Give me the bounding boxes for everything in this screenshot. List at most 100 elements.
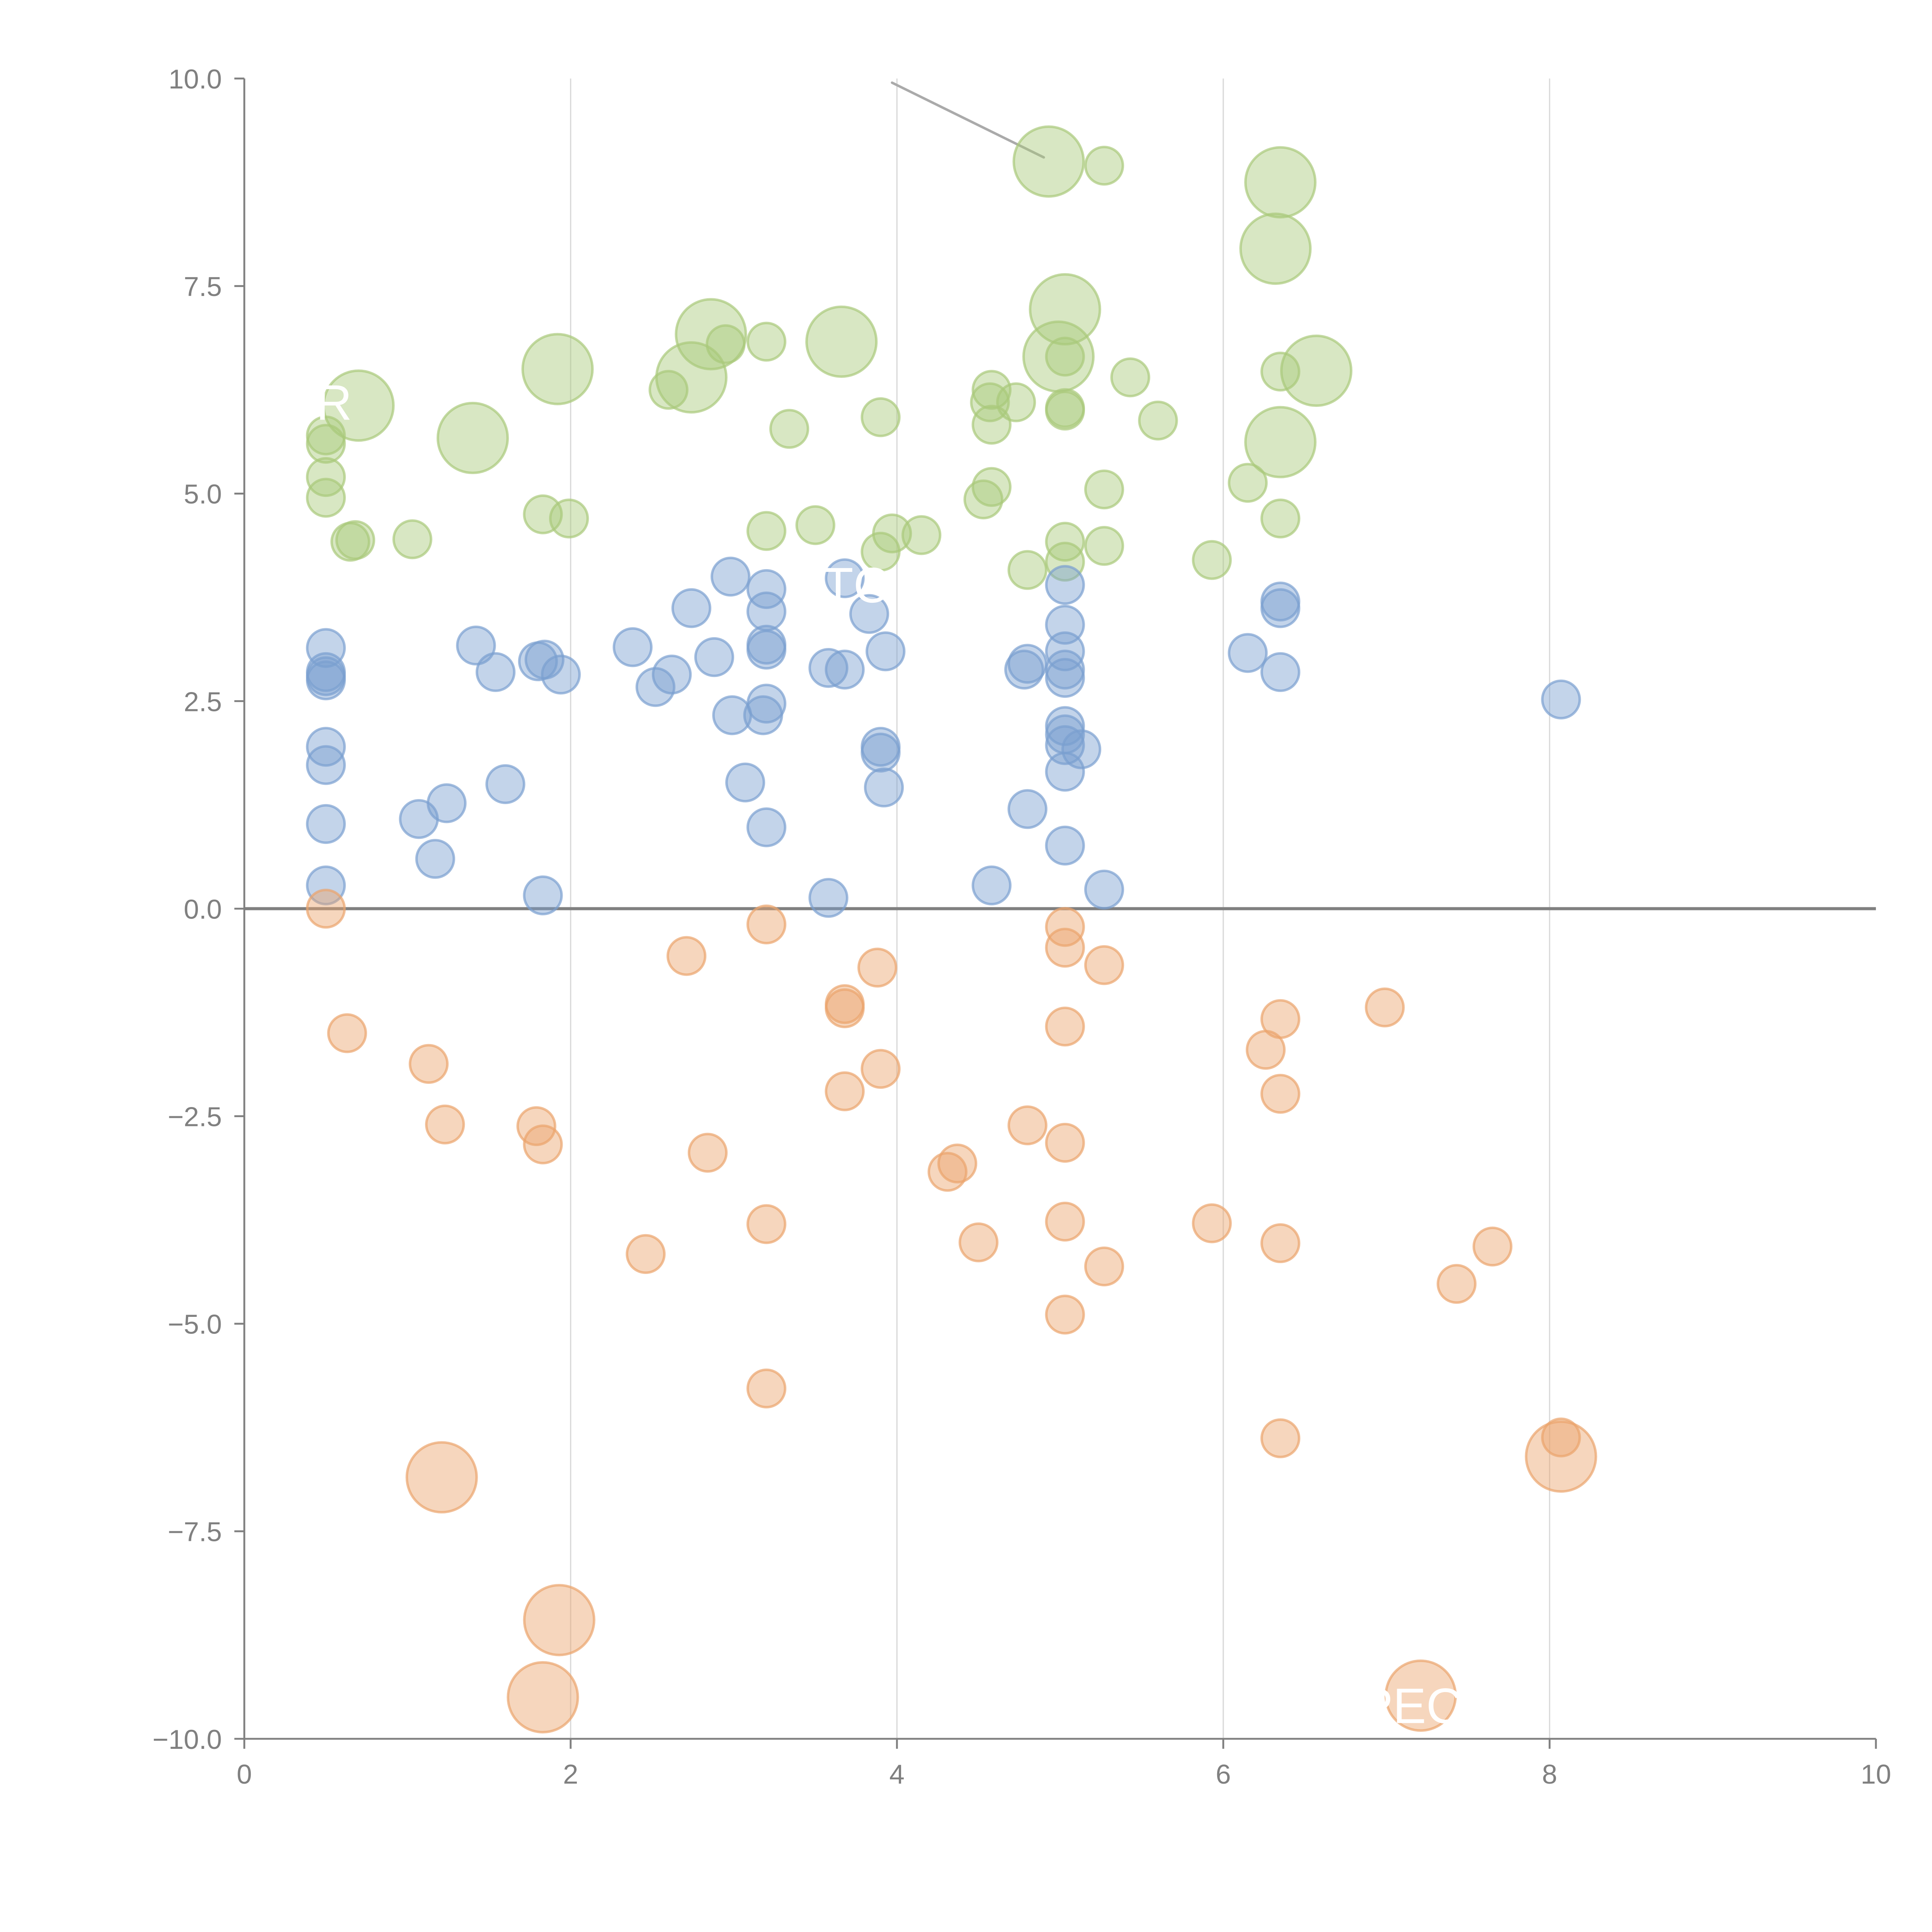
data-point [1012,125,1085,198]
data-point [306,660,346,701]
series-blue [306,556,1581,918]
data-point [541,655,581,695]
data-point [306,745,346,785]
data-point [746,591,787,632]
x-tick-label: 10 [1861,1759,1891,1790]
data-point [1260,588,1301,628]
data-point [1045,907,1085,947]
data-point [327,1013,367,1053]
data-point [425,1104,465,1145]
x-tick-label: 6 [1216,1759,1231,1790]
data-point [746,321,787,362]
data-point [306,628,346,668]
data-point [1260,351,1301,392]
data-point [306,457,346,497]
data-point [864,767,904,808]
data-point [1084,526,1124,566]
data-point [1244,406,1317,478]
data-point [651,655,692,695]
annotation-label: TC [823,558,889,613]
data-point [901,515,942,555]
data-point [971,865,1012,906]
data-point [795,505,835,545]
series-green [306,125,1353,590]
data-point [746,1204,787,1244]
x-tick-label: 8 [1542,1759,1557,1790]
data-point [805,305,878,378]
data-point [671,588,711,628]
data-point [521,333,594,405]
data-point [825,988,865,1029]
data-point [1084,1246,1124,1287]
data-point [1004,650,1044,690]
data-point [746,904,787,945]
data-point [523,1124,563,1165]
data-point [1045,1294,1085,1335]
data-point [687,1133,728,1173]
y-tick-label: 10.0 [168,64,222,95]
data-point [866,631,906,672]
data-point [971,405,1012,445]
data-point [861,1049,901,1089]
data-point [712,695,752,735]
data-point [1384,1659,1457,1732]
data-point [1045,825,1085,866]
y-tick-label: 0.0 [184,894,222,925]
data-point [1365,987,1405,1027]
data-point [746,511,787,551]
data-point [1541,1417,1581,1458]
data-point [958,1222,999,1262]
data-point [1045,752,1085,792]
annotation-label: PEC [1360,1678,1462,1734]
data-point [306,804,346,844]
data-point [1084,146,1124,186]
data-point [1045,1201,1085,1242]
y-tick-label: −7.5 [168,1517,222,1548]
y-tick-label: −5.0 [168,1310,222,1340]
data-point [1045,1122,1085,1163]
data-point [710,556,751,597]
data-point [1437,1264,1477,1304]
data-point [306,423,346,464]
data-point [1472,1226,1513,1267]
data-point [626,1234,666,1274]
data-point [1045,565,1085,605]
data-point [861,397,901,437]
data-point [306,865,346,906]
data-point [1007,789,1048,829]
data-point [1260,1223,1301,1264]
data-point [1007,1105,1048,1145]
data-point [1045,1007,1085,1047]
data-point [1045,337,1085,377]
annotations: R TC PEC [316,375,1462,1734]
x-tick-label: 2 [563,1759,578,1790]
data-point [635,667,675,707]
data-point [1260,498,1301,539]
y-tick-label: −2.5 [168,1102,222,1133]
data-point [408,1044,449,1084]
series-orange [306,889,1597,1734]
data-point [1084,869,1124,910]
data-point [335,520,376,560]
data-point [725,762,765,803]
data-point [1192,540,1232,580]
data-point [456,625,496,666]
y-axis-ticks: 10.0 7.5 5.0 2.5 0.0 −2.5 −5.0 −7.5 −10.0 [153,64,245,1755]
x-axis-ticks: 0 2 4 6 8 10 [237,1739,1891,1790]
data-point [1061,729,1102,769]
y-tick-label: 5.0 [184,479,222,510]
data-point [648,370,689,410]
data-point [306,478,346,518]
data-point [1245,1030,1286,1070]
data-point [996,382,1036,422]
data-point [1244,146,1317,219]
y-tick-label: 7.5 [184,272,222,302]
data-point [415,839,455,879]
data-point [694,637,734,677]
data-point [857,947,898,988]
data-point [549,498,589,539]
data-point [1239,213,1312,285]
data-point [927,1152,968,1192]
data-point [1541,679,1581,719]
